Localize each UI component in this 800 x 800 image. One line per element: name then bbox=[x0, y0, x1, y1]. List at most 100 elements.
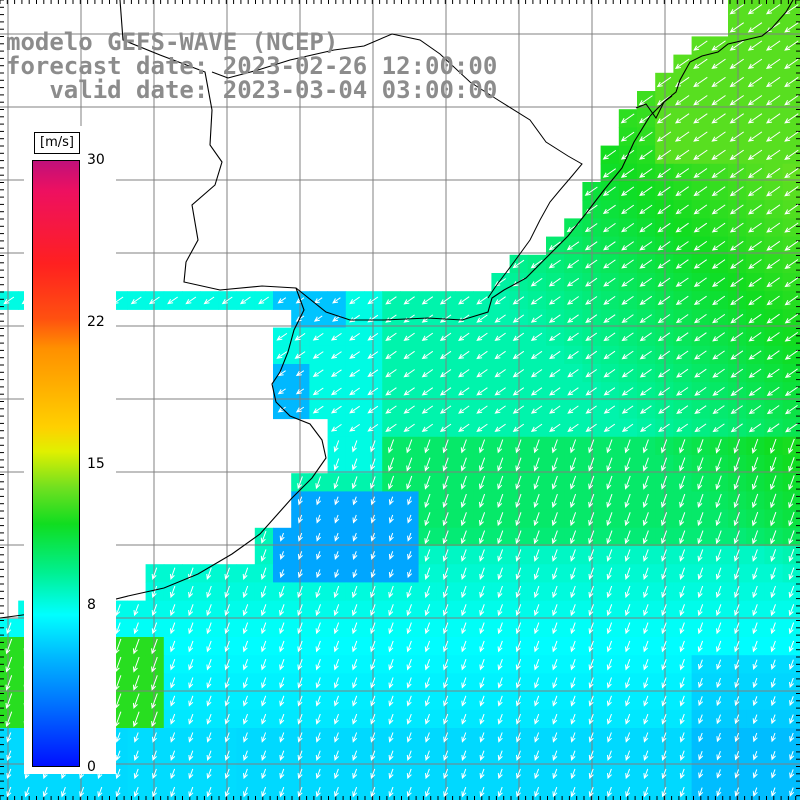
wind-arrow bbox=[766, 423, 780, 433]
wind-arrow bbox=[784, 149, 799, 160]
wind-arrow bbox=[424, 439, 431, 454]
wind-arrow bbox=[675, 222, 689, 233]
wind-arrow bbox=[693, 95, 708, 106]
wind-arrow bbox=[752, 732, 758, 743]
wind-arrow bbox=[277, 406, 286, 413]
wind-arrow bbox=[661, 585, 667, 599]
wind-arrow bbox=[716, 714, 722, 725]
wind-arrow bbox=[279, 659, 285, 671]
wind-arrow bbox=[766, 222, 781, 233]
wind-arrow bbox=[552, 768, 558, 780]
wind-arrow bbox=[352, 532, 358, 542]
wind-arrow bbox=[765, 149, 781, 160]
wind-arrow bbox=[370, 440, 376, 453]
wind-arrow bbox=[771, 769, 776, 779]
wind-arrow bbox=[566, 296, 579, 305]
wind-arrow bbox=[479, 530, 486, 545]
wind-arrow bbox=[643, 750, 649, 761]
wind-arrow bbox=[442, 604, 449, 617]
wind-arrow bbox=[443, 695, 449, 707]
wind-arrow bbox=[6, 786, 12, 798]
wind-arrow bbox=[711, 240, 726, 251]
wind-arrow bbox=[406, 695, 412, 707]
wind-arrow bbox=[770, 549, 777, 562]
wind-arrow bbox=[443, 732, 449, 743]
wind-arrow bbox=[657, 241, 671, 251]
wind-arrow bbox=[657, 259, 671, 269]
wind-arrow bbox=[588, 768, 594, 780]
wind-arrow bbox=[533, 457, 540, 472]
wind-arrow bbox=[656, 113, 672, 124]
wind-arrow bbox=[751, 493, 759, 509]
wind-arrow bbox=[188, 604, 194, 617]
wind-arrow bbox=[588, 659, 594, 671]
wind-arrow bbox=[716, 659, 722, 670]
wind-arrow bbox=[515, 640, 522, 653]
wind-arrow bbox=[530, 387, 543, 396]
wind-arrow bbox=[188, 677, 194, 689]
wind-arrow bbox=[734, 696, 740, 707]
wind-arrow bbox=[621, 259, 634, 269]
wind-arrow bbox=[170, 786, 176, 798]
wind-arrow bbox=[698, 696, 704, 707]
wind-arrow bbox=[332, 297, 341, 304]
wind-arrow bbox=[403, 387, 415, 396]
wind-arrow bbox=[656, 76, 672, 88]
wind-arrow bbox=[674, 113, 690, 124]
wind-arrow bbox=[151, 675, 158, 691]
wind-arrow bbox=[315, 713, 321, 725]
wind-arrow bbox=[115, 622, 121, 635]
wind-arrow bbox=[534, 640, 540, 653]
wind-arrow bbox=[479, 695, 485, 707]
wind-arrow bbox=[261, 640, 267, 653]
wind-arrow bbox=[730, 332, 744, 342]
wind-arrow bbox=[224, 659, 230, 671]
wind-arrow bbox=[606, 549, 613, 562]
wind-arrow bbox=[697, 457, 704, 472]
wind-arrow bbox=[570, 768, 576, 780]
wind-arrow bbox=[548, 277, 561, 287]
wind-arrow bbox=[624, 549, 631, 562]
wind-arrow bbox=[606, 493, 613, 508]
wind-arrow bbox=[552, 713, 558, 725]
wind-arrow bbox=[552, 604, 558, 617]
wind-arrow bbox=[515, 585, 522, 599]
wind-arrow bbox=[132, 711, 140, 728]
wind-arrow bbox=[552, 640, 558, 653]
wind-arrow bbox=[657, 295, 671, 305]
wind-arrow bbox=[494, 350, 506, 360]
wind-arrow bbox=[261, 659, 267, 671]
wind-arrow bbox=[603, 259, 616, 269]
wind-arrow bbox=[442, 457, 449, 472]
wind-arrow bbox=[407, 551, 413, 560]
wind-arrow bbox=[151, 638, 158, 655]
wind-arrow bbox=[439, 296, 452, 305]
wind-arrow bbox=[748, 350, 762, 360]
wind-arrow bbox=[784, 259, 799, 269]
wind-arrow bbox=[711, 113, 726, 124]
wind-arrow bbox=[643, 768, 649, 780]
wind-arrow bbox=[534, 750, 540, 761]
wind-arrow bbox=[642, 530, 649, 545]
wind-arrow bbox=[206, 732, 212, 743]
wind-arrow bbox=[624, 585, 631, 599]
wind-arrow bbox=[334, 551, 340, 560]
wind-arrow bbox=[729, 131, 744, 142]
wind-arrow bbox=[570, 732, 576, 743]
wind-arrow bbox=[460, 475, 467, 490]
wind-arrow bbox=[734, 585, 740, 599]
wind-arrow bbox=[784, 350, 798, 360]
wind-arrow bbox=[315, 768, 321, 780]
wind-arrow bbox=[315, 786, 321, 798]
wind-arrow bbox=[588, 457, 595, 472]
wind-arrow bbox=[570, 530, 577, 545]
wind-arrow bbox=[295, 406, 305, 413]
wind-arrow bbox=[334, 768, 339, 780]
wind-arrow bbox=[421, 423, 434, 432]
wind-arrow bbox=[747, 186, 763, 197]
wind-arrow bbox=[551, 475, 558, 490]
wind-arrow bbox=[679, 530, 686, 545]
wind-arrow bbox=[729, 95, 744, 106]
wind-arrow bbox=[752, 714, 758, 725]
wind-arrow bbox=[602, 204, 616, 215]
